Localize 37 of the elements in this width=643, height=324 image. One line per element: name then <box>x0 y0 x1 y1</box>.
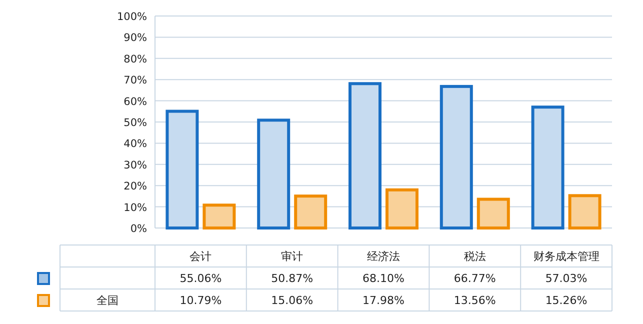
data-label: 17.98% <box>362 294 404 307</box>
y-tick-label: 40% <box>124 138 148 150</box>
y-tick-label: 50% <box>124 117 148 129</box>
y-tick-label: 90% <box>124 32 148 44</box>
data-label: 57.03% <box>545 272 588 285</box>
x-tick-label: 税法 <box>464 250 486 263</box>
bar <box>202 204 236 230</box>
y-tick-label: 70% <box>124 74 148 87</box>
bar <box>294 194 328 230</box>
x-tick-label: 经济法 <box>367 250 400 263</box>
data-label: 10.79% <box>180 294 222 307</box>
data-label: 13.56% <box>454 294 496 307</box>
data-label: 66.77% <box>454 272 496 285</box>
y-tick-label: 60% <box>124 96 148 108</box>
bar <box>386 188 418 230</box>
bar <box>166 110 199 230</box>
y-tick-label: 80% <box>124 53 148 66</box>
data-label: 55.06% <box>180 272 222 285</box>
text: 全国 <box>96 294 118 307</box>
data-label: 15.26% <box>545 294 588 307</box>
x-tick-label: 财务成本管理 <box>533 250 600 263</box>
bar <box>348 82 382 230</box>
bar <box>568 194 602 230</box>
bar <box>257 118 290 230</box>
data-label: 15.06% <box>271 294 314 307</box>
x-tick-label: 审计 <box>281 250 304 263</box>
x-tick-label: 会计 <box>190 250 212 263</box>
bar <box>476 198 510 230</box>
y-tick-label: 10% <box>124 202 148 214</box>
y-tick-label: 0% <box>130 223 148 235</box>
y-tick-label: 20% <box>124 180 148 193</box>
data-label: 68.10% <box>362 272 404 285</box>
bar <box>531 106 564 230</box>
data-label: 50.87% <box>271 272 314 285</box>
y-tick-label: 30% <box>124 159 148 172</box>
bar <box>440 84 473 230</box>
y-tick-label: 100% <box>116 11 148 23</box>
